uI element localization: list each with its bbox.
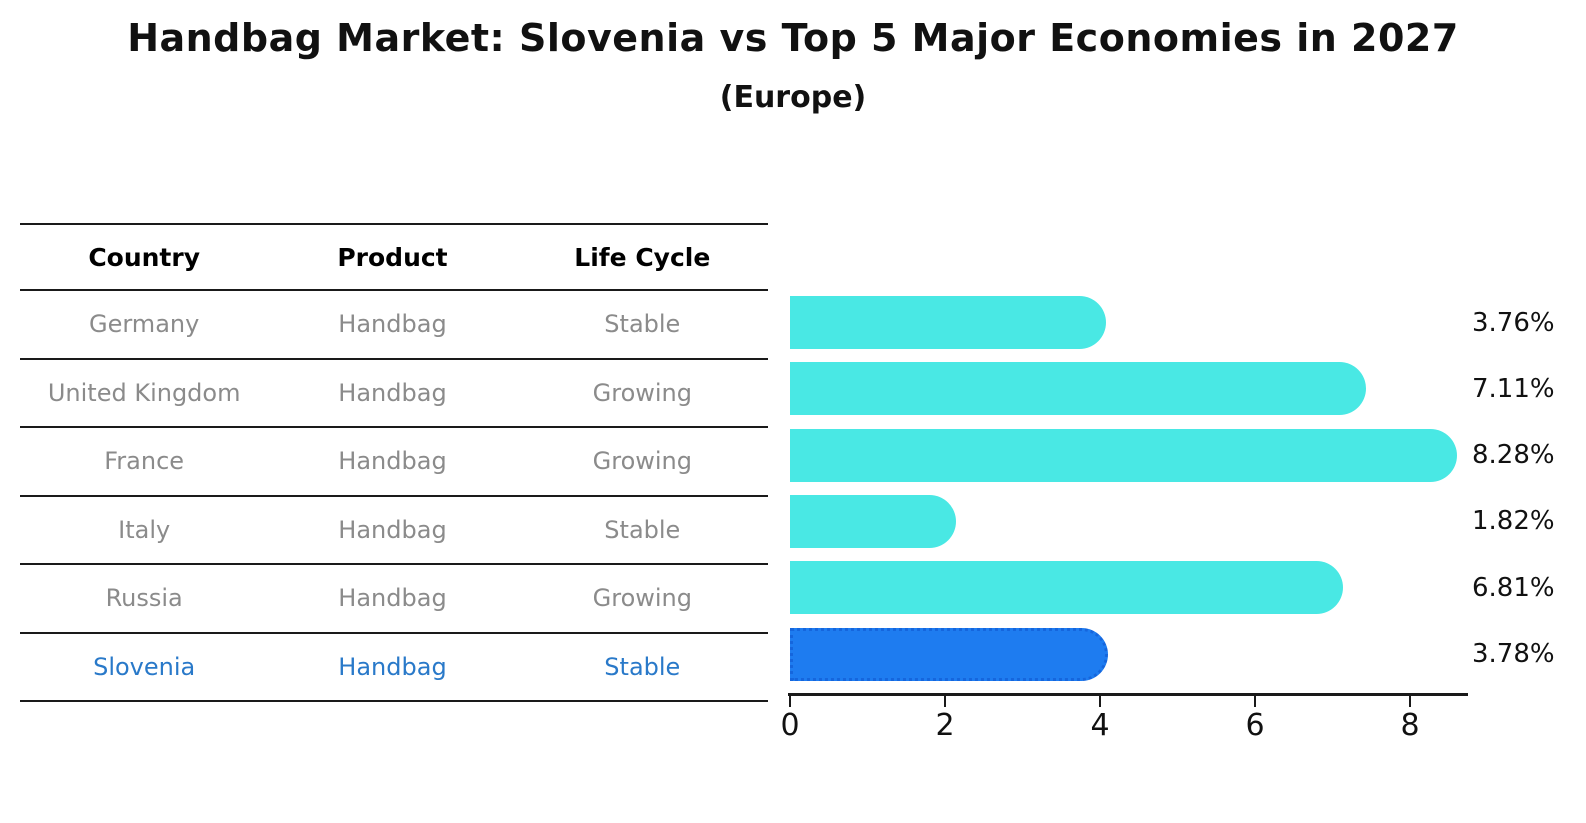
country-table: Country Product Life Cycle Germany Handb… bbox=[20, 223, 768, 702]
x-tick-mark bbox=[1253, 695, 1257, 707]
product-cell: Handbag bbox=[338, 515, 447, 544]
product-cell: Handbag bbox=[338, 447, 447, 476]
table-body: Germany Handbag Stable United Kingdom Ha… bbox=[20, 291, 768, 702]
lifecycle-cell: Stable bbox=[604, 515, 681, 544]
table-header-country: Country bbox=[88, 242, 201, 272]
table-header-lifecycle: Life Cycle bbox=[574, 242, 711, 272]
x-tick-label: 6 bbox=[1245, 708, 1265, 743]
x-axis-line bbox=[788, 693, 1468, 696]
bar-france bbox=[790, 428, 1457, 482]
product-cell: Handbag bbox=[338, 378, 447, 407]
x-tick-mark bbox=[943, 695, 947, 707]
lifecycle-cell: Stable bbox=[604, 310, 681, 339]
country-cell: United Kingdom bbox=[47, 378, 241, 407]
country-cell: Russia bbox=[105, 584, 183, 613]
product-cell: Handbag bbox=[338, 584, 447, 613]
lifecycle-cell: Growing bbox=[592, 584, 692, 613]
table-row: Italy Handbag Stable bbox=[20, 497, 768, 565]
x-tick-mark bbox=[1408, 695, 1412, 707]
bar-value-label: 7.11% bbox=[1472, 373, 1555, 404]
lifecycle-cell: Growing bbox=[592, 447, 692, 476]
bar-germany bbox=[790, 296, 1107, 349]
product-cell: Handbag bbox=[338, 652, 447, 681]
figure-subtitle: (Europe) bbox=[719, 80, 867, 115]
lifecycle-cell: Stable bbox=[604, 652, 681, 681]
x-tick-label: 8 bbox=[1400, 708, 1420, 743]
bar-italy bbox=[790, 494, 957, 548]
table-header-product: Product bbox=[337, 242, 448, 272]
figure-title: Handbag Market: Slovenia vs Top 5 Major … bbox=[127, 16, 1459, 60]
country-cell: Germany bbox=[89, 310, 200, 339]
table-row: Slovenia Handbag Stable bbox=[20, 634, 768, 702]
bar-russia bbox=[790, 561, 1343, 615]
table-row: France Handbag Growing bbox=[20, 428, 768, 497]
table-row: Russia Handbag Growing bbox=[20, 565, 768, 634]
bar-value-label: 1.82% bbox=[1472, 506, 1555, 537]
x-tick-mark bbox=[788, 695, 792, 707]
x-tick-label: 0 bbox=[780, 708, 800, 743]
lifecycle-cell: Growing bbox=[592, 378, 692, 407]
x-tick-label: 2 bbox=[935, 708, 955, 743]
bar-united-kingdom bbox=[790, 362, 1367, 416]
table-row: United Kingdom Handbag Growing bbox=[20, 360, 768, 428]
product-cell: Handbag bbox=[338, 310, 447, 339]
x-tick-label: 4 bbox=[1090, 708, 1110, 743]
country-cell: Slovenia bbox=[93, 652, 196, 681]
country-cell: France bbox=[104, 447, 185, 476]
table-header-row: Country Product Life Cycle bbox=[20, 223, 768, 291]
bar-slovenia bbox=[790, 627, 1108, 681]
x-tick-mark bbox=[1098, 695, 1102, 707]
table-row: Germany Handbag Stable bbox=[20, 291, 768, 360]
bar-value-label: 3.78% bbox=[1472, 639, 1555, 669]
bar-value-label: 8.28% bbox=[1472, 440, 1555, 471]
bar-value-label: 6.81% bbox=[1472, 572, 1555, 603]
bar-value-label: 3.76% bbox=[1472, 307, 1555, 338]
country-cell: Italy bbox=[118, 515, 171, 544]
